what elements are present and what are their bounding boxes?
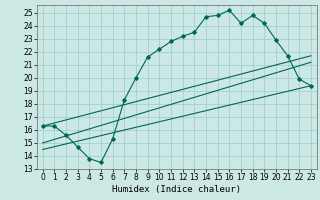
X-axis label: Humidex (Indice chaleur): Humidex (Indice chaleur) xyxy=(112,185,241,194)
